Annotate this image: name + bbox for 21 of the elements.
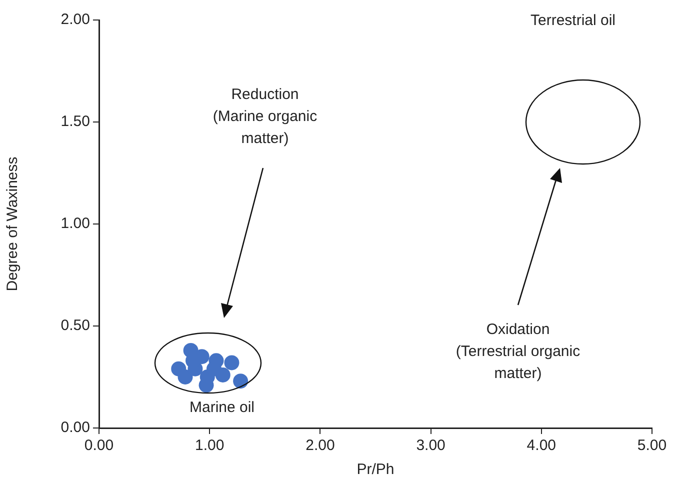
y-tick-label: 2.00 <box>60 11 90 28</box>
annotation: Reduction (Marine organic matter) <box>212 85 318 149</box>
annotation: Terrestrial oil <box>530 11 616 31</box>
y-tick-label: 1.00 <box>60 215 90 232</box>
y-tick-label: 0.00 <box>60 419 90 436</box>
y-tick-label: 0.50 <box>60 317 90 334</box>
point <box>206 361 222 376</box>
y-tick-label: 1.50 <box>60 113 90 130</box>
point <box>224 355 240 370</box>
x-tick-label: 0.00 <box>84 437 114 454</box>
x-tick-label: 1.00 <box>195 437 224 454</box>
point <box>233 374 248 389</box>
annotation: Marine oil <box>189 398 255 418</box>
annotation: Oxidation (Terrestrial organic matter) <box>456 320 580 384</box>
x-tick-label: 5.00 <box>637 437 667 454</box>
x-tick-label: 3.00 <box>416 437 446 454</box>
y-axis-title: Degree of Waxiness <box>4 156 22 292</box>
x-tick-label: 4.00 <box>526 437 556 454</box>
x-axis-title: Pr/Ph <box>356 461 394 478</box>
point <box>178 370 193 384</box>
x-tick-label: 2.00 <box>306 437 335 454</box>
